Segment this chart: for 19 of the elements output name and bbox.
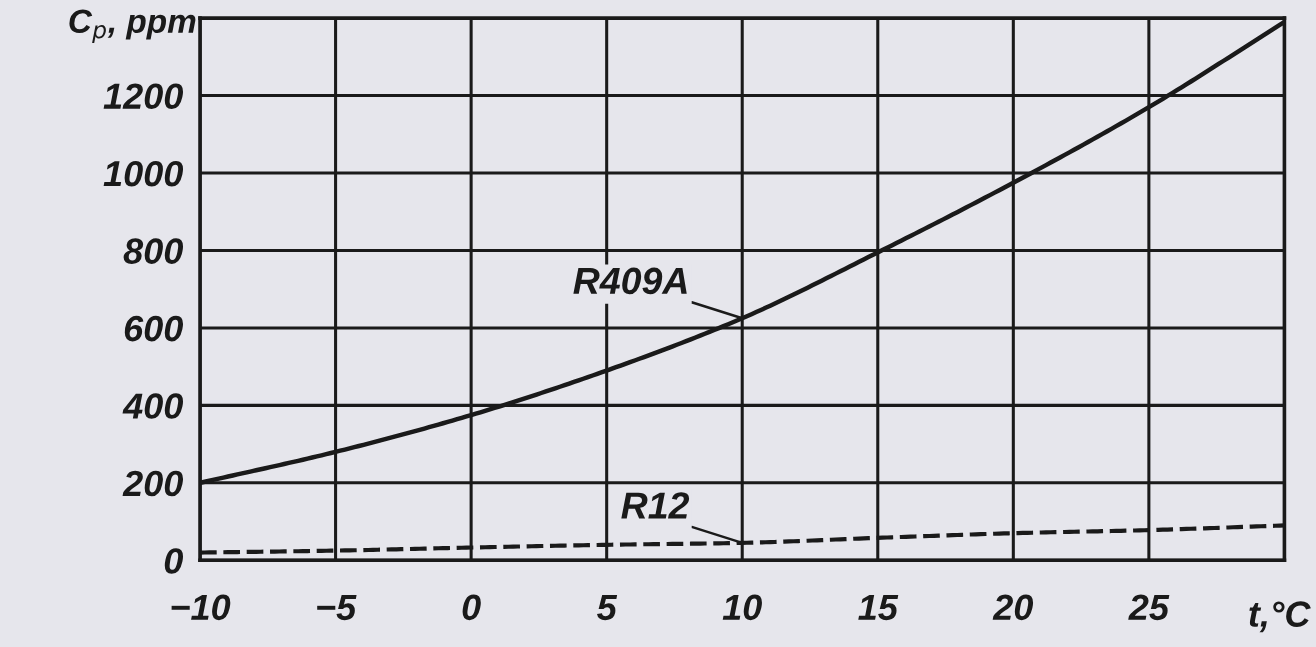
x-tick-label: 25	[1128, 594, 1170, 621]
series-label: R409A	[573, 267, 687, 295]
y-tick-label: 0	[164, 548, 184, 574]
x-tick-label: 0	[462, 594, 481, 621]
y-tick-label: 1200	[103, 83, 184, 110]
y-tick-label: 1000	[103, 160, 184, 187]
x-axis-title: t,°C	[1249, 601, 1311, 633]
x-tick-label: 5	[596, 594, 618, 621]
x-tick-label: −10	[171, 594, 231, 621]
y-tick-label: 200	[122, 470, 184, 497]
x-tick-label: 20	[992, 594, 1034, 621]
y-tick-label: 800	[123, 238, 184, 264]
x-tick-label: 10	[722, 594, 762, 621]
y-axis-title: C$_{p}$, ppm	[69, 9, 196, 44]
x-tick-label: −5	[317, 594, 357, 621]
x-tick-label: 15	[858, 594, 899, 621]
y-tick-label: 600	[124, 315, 184, 342]
y-tick-label: 400	[122, 393, 184, 419]
series-label: R12	[621, 492, 690, 519]
